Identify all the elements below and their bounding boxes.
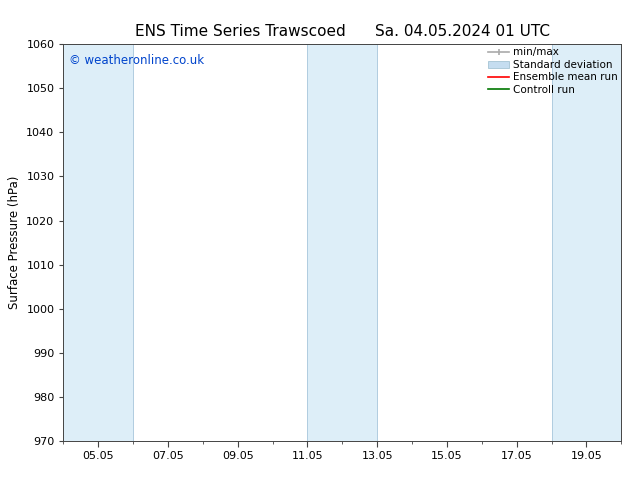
Title: ENS Time Series Trawscoed      Sa. 04.05.2024 01 UTC: ENS Time Series Trawscoed Sa. 04.05.2024… (135, 24, 550, 39)
Text: © weatheronline.co.uk: © weatheronline.co.uk (69, 54, 204, 67)
Legend: min/max, Standard deviation, Ensemble mean run, Controll run: min/max, Standard deviation, Ensemble me… (486, 45, 620, 97)
Bar (552, 44, 621, 441)
Y-axis label: Surface Pressure (hPa): Surface Pressure (hPa) (8, 176, 21, 309)
Bar (63, 44, 133, 441)
Bar (307, 44, 377, 441)
